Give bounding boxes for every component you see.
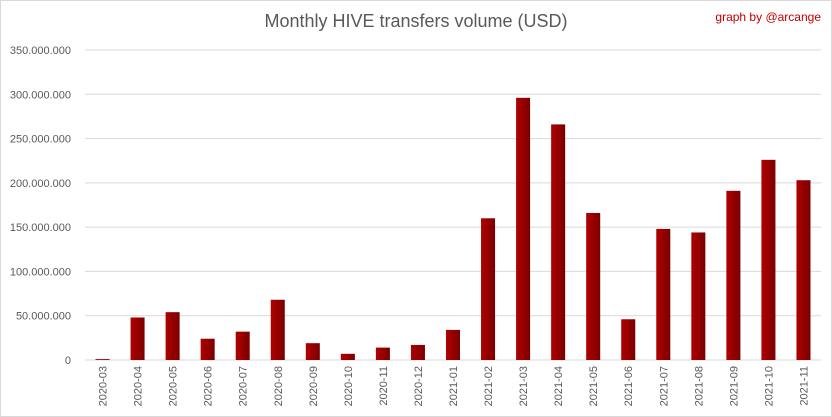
- y-tick-label: 300.000.000: [10, 89, 71, 101]
- chart-title: Monthly HIVE transfers volume (USD): [264, 11, 568, 31]
- y-tick-label: 100.000.000: [10, 266, 71, 278]
- x-tick-label: 2020-03: [98, 366, 110, 406]
- bar-2021-02: [481, 218, 496, 360]
- bar-2020-06: [200, 338, 215, 360]
- bar-2020-03: [95, 359, 110, 360]
- bar-2021-07: [656, 228, 671, 360]
- bar-2020-09: [305, 343, 320, 360]
- x-tick-label: 2020-04: [133, 366, 145, 406]
- bar-2021-03: [516, 97, 531, 360]
- bar-2021-09: [726, 190, 741, 360]
- bar-2020-05: [165, 312, 180, 360]
- x-tick-label: 2020-08: [273, 366, 285, 406]
- y-tick-label: 350.000.000: [10, 45, 71, 57]
- y-axis-ticks: 0 50.000.000 100.000.000 150.000.000 200.000…: [10, 45, 71, 367]
- x-tick-label: 2021-02: [483, 366, 495, 406]
- x-tick-label: 2021-04: [553, 366, 565, 406]
- x-tick-label: 2020-07: [238, 366, 250, 406]
- x-tick-label: 2020-09: [308, 366, 320, 406]
- bar-2021-08: [691, 232, 706, 360]
- x-tick-label: 2021-01: [448, 366, 460, 406]
- bar-2020-04: [130, 317, 145, 360]
- bars: [95, 97, 811, 361]
- bar-2021-01: [445, 329, 461, 360]
- x-tick-label: 2021-09: [728, 366, 740, 406]
- bar-2020-12: [410, 344, 425, 360]
- x-tick-label: 2021-06: [623, 366, 635, 406]
- y-tick-label: 50.000.000: [16, 311, 71, 323]
- bar-2021-04: [551, 124, 566, 361]
- x-tick-label: 2021-03: [518, 366, 530, 406]
- y-tick-label: 0: [65, 355, 71, 367]
- x-axis-ticks: 2020-03 2020-04 2020-05 2020-06 2020-07 2020-…: [98, 366, 811, 406]
- y-tick-label: 150.000.000: [10, 222, 71, 234]
- x-tick-label: 2020-12: [413, 366, 425, 406]
- bar-2021-10: [761, 159, 776, 360]
- credit-label: graph by @arcange: [715, 10, 821, 24]
- bar-2020-08: [270, 299, 285, 360]
- bar-2021-11: [796, 180, 811, 360]
- y-tick-label: 250.000.000: [10, 134, 71, 146]
- x-tick-label: 2021-07: [658, 366, 670, 406]
- x-tick-label: 2021-05: [588, 366, 600, 406]
- gridlines: [85, 49, 821, 361]
- x-tick-label: 2020-05: [168, 366, 180, 406]
- bar-2020-11: [375, 347, 390, 360]
- bar-2020-07: [235, 331, 250, 360]
- x-tick-label: 2020-06: [203, 366, 215, 406]
- x-tick-label: 2021-11: [798, 366, 810, 406]
- bar-2021-05: [586, 212, 601, 360]
- x-tick-label: 2021-08: [693, 366, 705, 406]
- x-tick-label: 2021-10: [763, 366, 775, 406]
- bar-2020-10: [340, 353, 355, 360]
- y-tick-label: 200.000.000: [10, 178, 71, 190]
- bar-2021-06: [621, 319, 636, 360]
- x-tick-label: 2020-10: [343, 366, 355, 406]
- x-tick-label: 2020-11: [378, 366, 390, 406]
